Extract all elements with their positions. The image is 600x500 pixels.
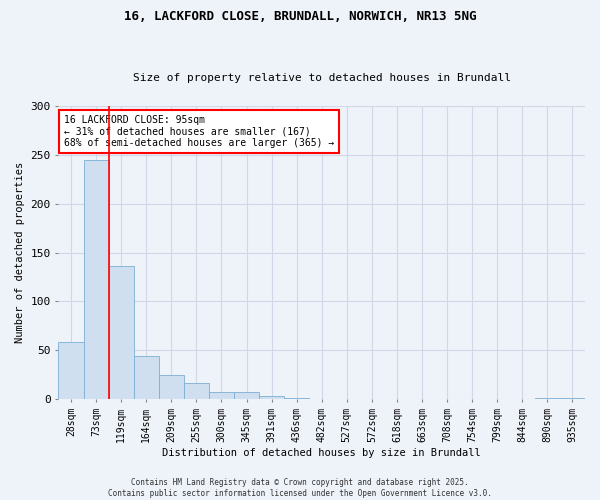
Text: Contains HM Land Registry data © Crown copyright and database right 2025.
Contai: Contains HM Land Registry data © Crown c… [108,478,492,498]
Bar [134,356,159,399]
Bar [284,398,309,399]
Bar [109,266,134,399]
Bar [535,398,560,399]
Bar [184,384,209,399]
Text: 16, LACKFORD CLOSE, BRUNDALL, NORWICH, NR13 5NG: 16, LACKFORD CLOSE, BRUNDALL, NORWICH, N… [124,10,476,23]
Bar [259,396,284,399]
X-axis label: Distribution of detached houses by size in Brundall: Distribution of detached houses by size … [163,448,481,458]
Bar [159,374,184,399]
Bar [83,160,109,399]
Bar [234,392,259,399]
Y-axis label: Number of detached properties: Number of detached properties [15,162,25,343]
Title: Size of property relative to detached houses in Brundall: Size of property relative to detached ho… [133,73,511,83]
Text: 16 LACKFORD CLOSE: 95sqm
← 31% of detached houses are smaller (167)
68% of semi-: 16 LACKFORD CLOSE: 95sqm ← 31% of detach… [64,115,334,148]
Bar [209,392,234,399]
Bar [560,398,585,399]
Bar [58,342,83,399]
